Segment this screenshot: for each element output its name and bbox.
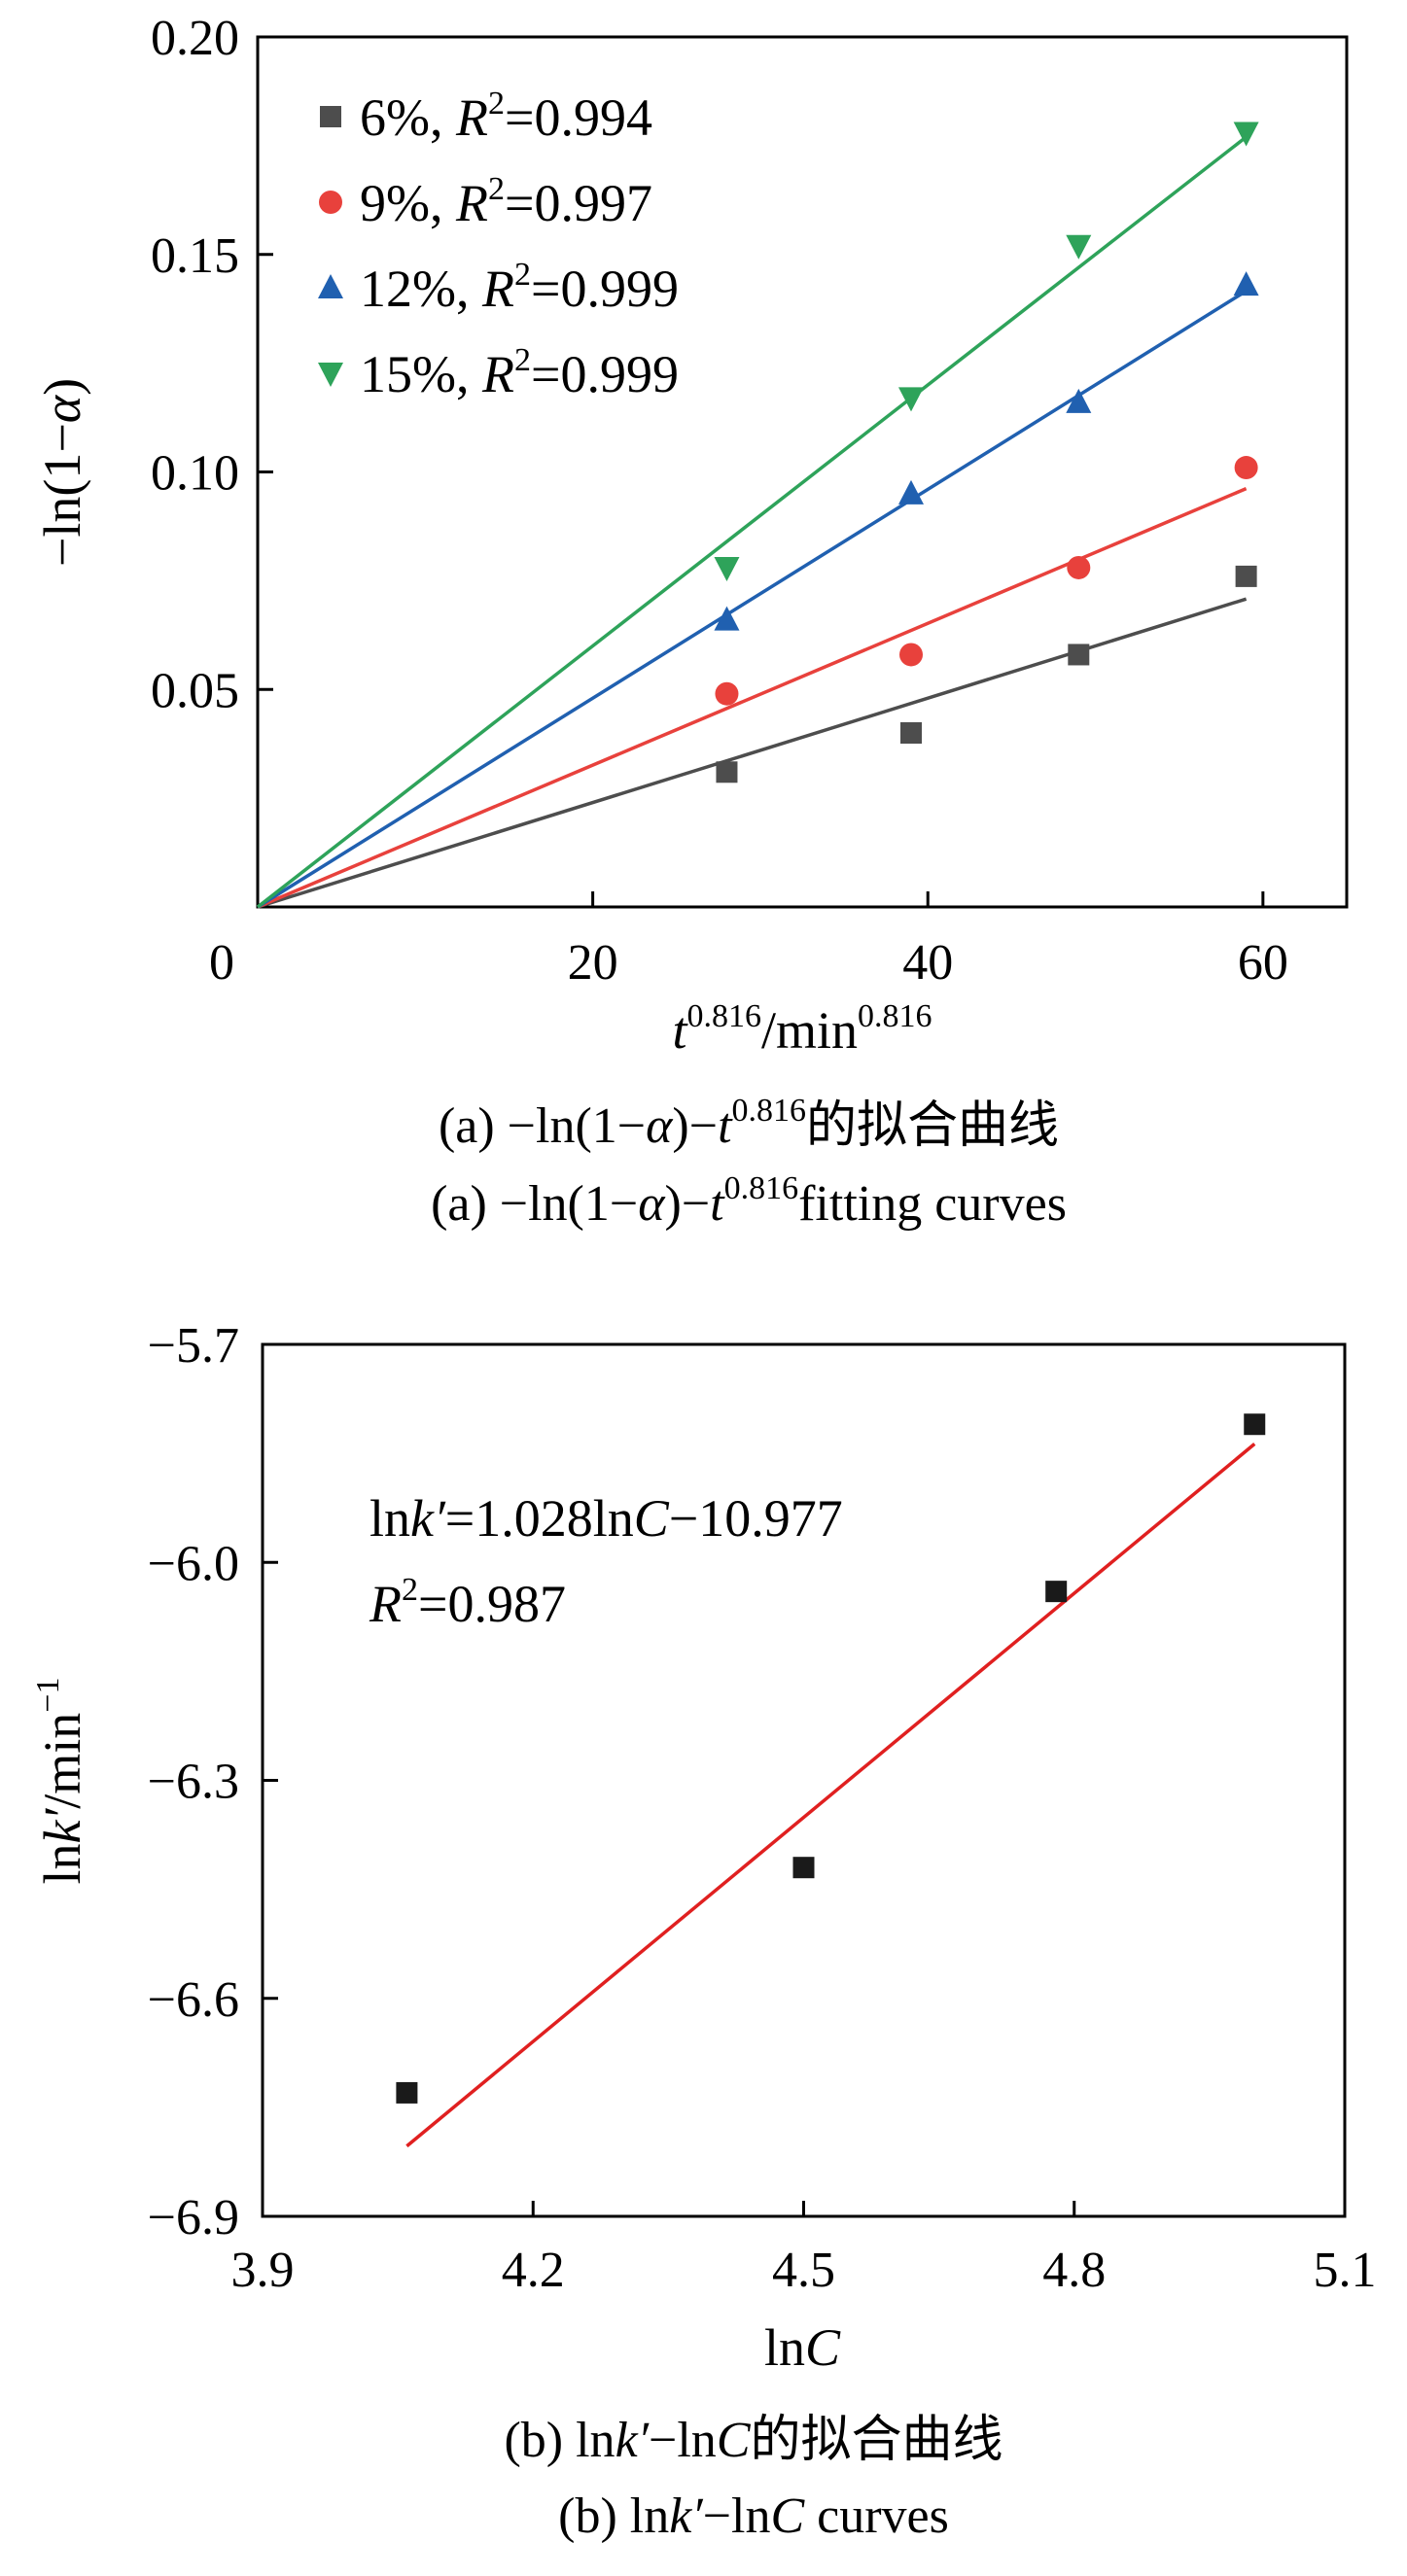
chart-a-caption-cn: (a) −ln(1−α)−t0.816的拟合曲线 <box>439 1093 1059 1154</box>
chart-a: 0 20 40 60 0.05 0.10 0.15 0.20 6%, R2=0.994 9%, … <box>33 11 1349 1232</box>
chart-a-ticks: 0 20 40 60 0.05 0.10 0.15 0.20 <box>151 11 1288 991</box>
chart-b-caption-cn: (b) lnk′−lnC的拟合曲线 <box>504 2413 1002 2468</box>
chart-b-point-0 <box>396 2081 418 2104</box>
chart-b-plot-frame <box>261 1342 1347 2218</box>
chart-b-x-tick-label: 4.8 <box>1042 2243 1106 2298</box>
chart-a-point-s3-3 <box>1233 122 1259 147</box>
chart-a-point-s3-0 <box>714 556 740 581</box>
chart-a-x-tick-label: 40 <box>902 935 953 991</box>
chart-b-regression-line <box>405 1443 1256 2148</box>
chart-a-legend-marker-2 <box>318 274 343 298</box>
chart-b-equation: lnk′=1.028lnC−10.977 <box>369 1489 843 1548</box>
chart-b-point-2 <box>1045 1581 1068 1603</box>
chart-a-point-s1-2 <box>1067 555 1091 579</box>
chart-b-y-tick-label: −6.6 <box>148 1972 239 2028</box>
chart-a-point-s2-1 <box>898 479 924 505</box>
chart-a-fit-line-2 <box>257 289 1248 909</box>
chart-a-point-s0-3 <box>1235 565 1257 587</box>
chart-b-x-tick-label: 5.1 <box>1314 2243 1377 2298</box>
chart-b-y-tick-label: −6.0 <box>148 1536 239 1591</box>
chart-a-point-s3-1 <box>898 387 924 412</box>
chart-a-x-tick-label: 0 <box>209 935 234 991</box>
chart-a-data-points <box>714 122 1259 783</box>
chart-b-r2: R2=0.987 <box>369 1572 566 1633</box>
chart-a-fit-line-1 <box>257 487 1248 909</box>
chart-a-legend-marker-0 <box>320 106 341 127</box>
chart-a-point-s1-1 <box>899 643 923 667</box>
chart-a-legend-marker-1 <box>319 191 342 214</box>
chart-b-y-tick-label: −6.9 <box>148 2190 239 2245</box>
chart-a-point-s1-0 <box>715 681 739 706</box>
chart-b-data-points <box>396 1413 1266 2104</box>
chart-b: 3.9 4.2 4.5 4.8 5.1 −6.9 −6.6 −6.3 −6.0 −5.7 lnk′… <box>30 1318 1377 2544</box>
chart-a-y-tick-label: 0.15 <box>151 228 239 284</box>
chart-a-x-tick-label: 60 <box>1238 935 1288 991</box>
chart-a-point-s0-1 <box>900 722 922 744</box>
chart-b-y-axis-title: lnk′/min−1 <box>30 1678 91 1885</box>
chart-a-fit-line-0 <box>257 597 1248 909</box>
chart-a-point-s2-2 <box>1066 388 1092 413</box>
chart-a-x-tick-label: 20 <box>568 935 618 991</box>
chart-a-legend-label-3: 15%, R2=0.999 <box>360 342 679 403</box>
chart-a-point-s0-0 <box>716 761 738 783</box>
chart-b-fit-line <box>405 1443 1256 2148</box>
chart-b-caption-en: (b) lnk′−lnC curves <box>558 2489 949 2544</box>
chart-b-y-tick-label: −5.7 <box>148 1318 239 1374</box>
chart-a-point-s2-3 <box>1233 271 1259 296</box>
chart-a-y-axis-title: −ln(1−α) <box>33 378 91 567</box>
chart-a-point-s2-0 <box>714 606 740 631</box>
chart-a-fit-lines <box>256 135 1248 909</box>
chart-a-legend-label-2: 12%, R2=0.999 <box>360 257 679 318</box>
chart-a-point-s1-3 <box>1234 456 1258 480</box>
chart-b-x-tick-label: 4.2 <box>502 2243 565 2298</box>
chart-a-legend-label-1: 9%, R2=0.997 <box>360 171 652 232</box>
chart-b-x-tick-label: 3.9 <box>231 2243 295 2298</box>
chart-a-legend-label-0: 6%, R2=0.994 <box>360 86 652 147</box>
chart-b-x-tick-label: 4.5 <box>772 2243 835 2298</box>
chart-a-y-tick-label: 0.05 <box>151 663 239 718</box>
chart-a-legend: 6%, R2=0.994 9%, R2=0.997 12%, R2=0.999 15%… <box>318 86 679 403</box>
chart-a-caption-en: (a) −ln(1−α)−t0.816fitting curves <box>431 1170 1067 1232</box>
chart-b-point-3 <box>1244 1413 1266 1436</box>
chart-a-legend-marker-3 <box>318 363 343 387</box>
chart-a-fit-line-3 <box>256 135 1248 909</box>
chart-a-point-s3-2 <box>1066 234 1092 260</box>
chart-a-point-s0-2 <box>1068 644 1090 666</box>
chart-a-x-axis-title: t0.816/min0.816 <box>672 998 932 1060</box>
chart-b-x-axis-title: lnC <box>764 2318 841 2377</box>
chart-a-plot-frame <box>256 35 1349 909</box>
chart-a-y-tick-label: 0.20 <box>151 11 239 66</box>
chart-a-y-tick-label: 0.10 <box>151 446 239 502</box>
chart-b-y-tick-label: −6.3 <box>148 1755 239 1810</box>
chart-b-point-1 <box>792 1857 815 1879</box>
chart-b-ticks: 3.9 4.2 4.5 4.8 5.1 −6.9 −6.6 −6.3 −6.0 −5.7 <box>148 1318 1377 2298</box>
